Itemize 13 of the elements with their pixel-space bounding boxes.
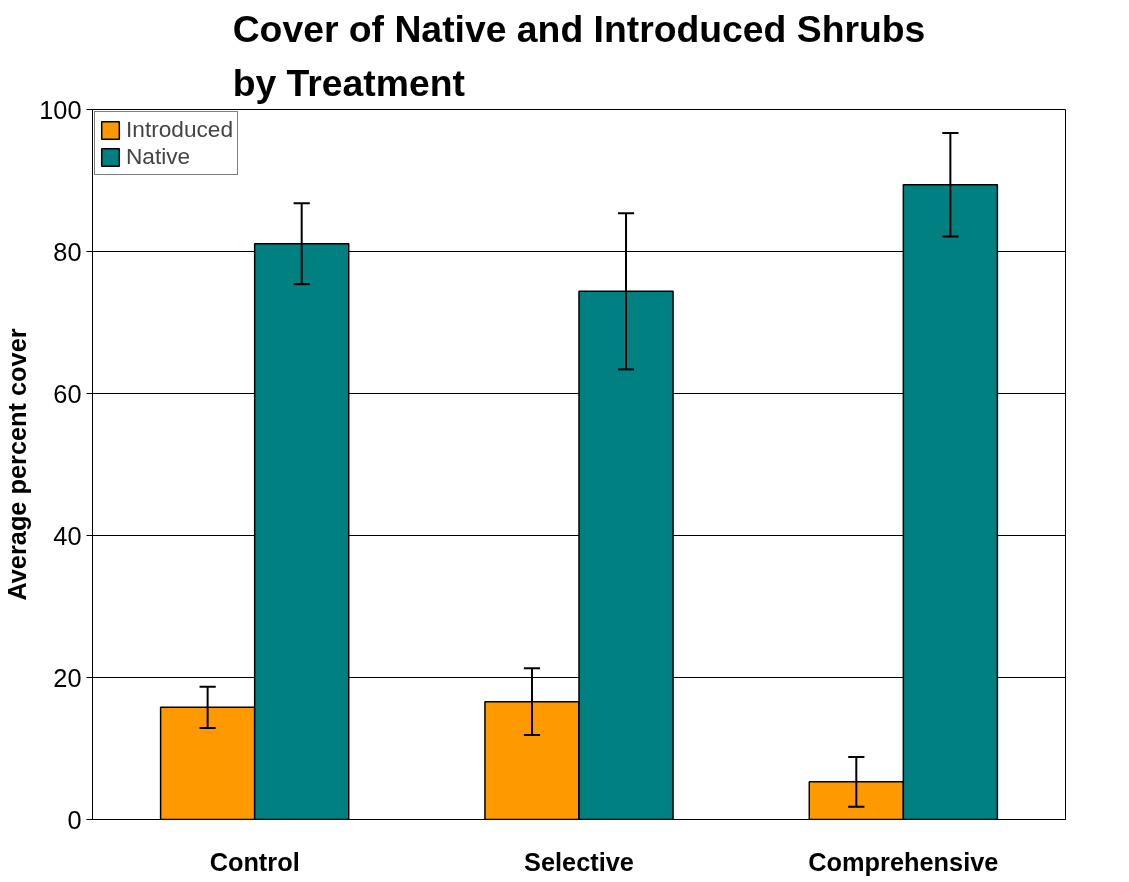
legend-label: Native	[126, 143, 191, 170]
y-tick-label: 0	[67, 805, 82, 834]
chart-title: Cover of Native and Introduced Shrubs by Treatment	[232, 7, 926, 105]
legend-label: Introduced	[126, 116, 234, 143]
y-tick-label: 40	[53, 521, 82, 550]
y-axis-title: Average percent cover	[3, 328, 32, 601]
x-tick-label: Comprehensive	[808, 847, 999, 876]
x-tick-label: Selective	[524, 847, 634, 876]
y-tick-label: 60	[53, 379, 82, 408]
x-tick-label: Control	[209, 847, 300, 876]
y-tick-label: 100	[39, 95, 82, 124]
y-tick-label: 20	[53, 663, 82, 692]
y-tick-label: 80	[53, 237, 82, 266]
